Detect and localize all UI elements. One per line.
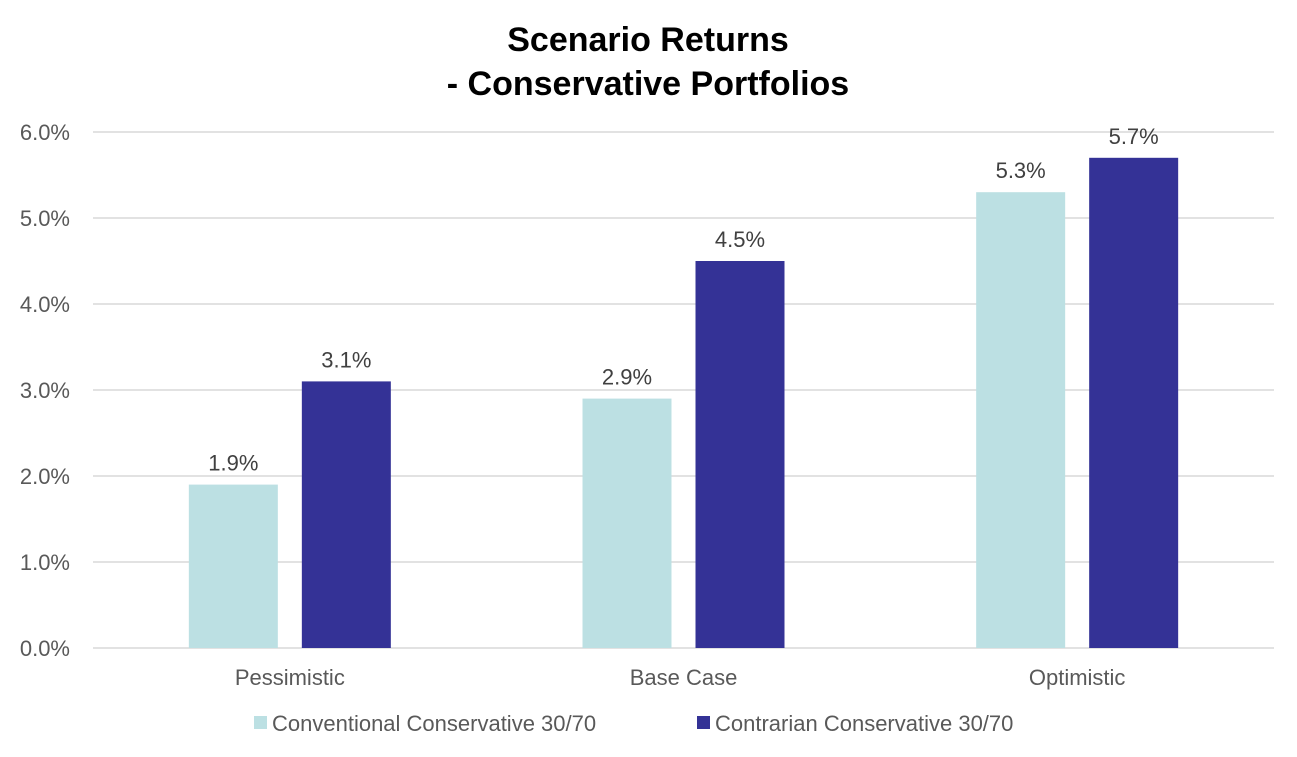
bar-contrarian-base-case [695,261,785,648]
bar-contrarian-optimistic [1089,157,1179,649]
bar-conventional-optimistic [976,192,1066,648]
legend-label-contrarian: Contrarian Conservative 30/70 [715,711,1013,736]
bar-conventional-base-case [582,398,672,648]
data-label: 4.5% [715,227,765,252]
chart-title: Scenario Returns - Conservative Portfoli… [447,21,849,103]
x-category-label: Base Case [630,665,738,690]
data-label: 5.7% [1109,124,1159,149]
bars [188,157,1179,649]
bar-conventional-pessimistic [188,484,278,648]
y-tick-label: 0.0% [20,636,70,661]
data-labels: 1.9% 3.1% 2.9% 4.5% 5.3% 5.7% [208,124,1158,476]
legend: Conventional Conservative 30/70 Contrari… [254,711,1013,736]
legend-label-conventional: Conventional Conservative 30/70 [272,711,596,736]
bar-contrarian-pessimistic [301,381,391,648]
legend-swatch-conventional [254,716,267,729]
gridlines [93,131,1274,649]
y-tick-label: 3.0% [20,378,70,403]
chart-title-line-1: Scenario Returns [507,21,789,59]
y-tick-label: 5.0% [20,206,70,231]
x-axis-categories: Pessimistic Base Case Optimistic [235,665,1126,690]
data-label: 1.9% [208,451,258,476]
x-category-label: Pessimistic [235,665,345,690]
data-label: 3.1% [321,347,371,372]
y-tick-label: 1.0% [20,550,70,575]
data-label: 2.9% [602,365,652,390]
y-tick-label: 2.0% [20,464,70,489]
legend-swatch-contrarian [697,716,710,729]
chart-title-line-2: - Conservative Portfolios [447,65,849,103]
y-axis-ticks: 0.0% 1.0% 2.0% 3.0% 4.0% 5.0% 6.0% [20,120,70,661]
data-label: 5.3% [996,158,1046,183]
y-tick-label: 6.0% [20,120,70,145]
y-tick-label: 4.0% [20,292,70,317]
x-category-label: Optimistic [1029,665,1126,690]
